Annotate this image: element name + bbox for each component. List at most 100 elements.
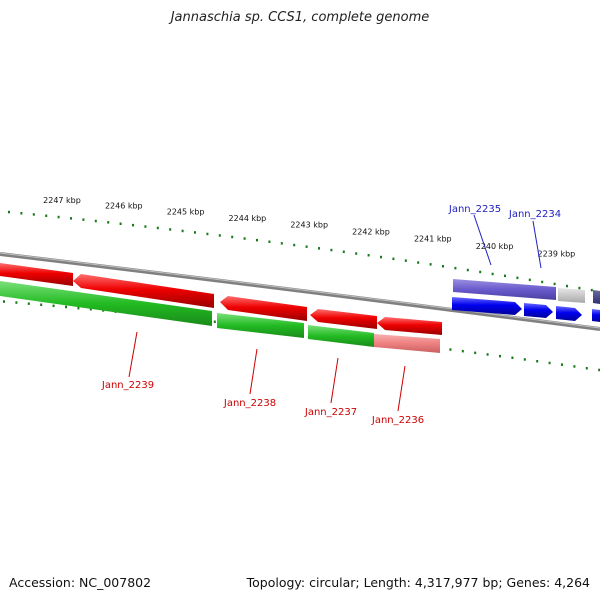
minor-tick — [380, 255, 382, 259]
minor-tick — [417, 261, 420, 264]
kbp-label: 2240 kbp — [476, 242, 514, 251]
minor-tick — [561, 363, 563, 366]
minor-tick — [330, 248, 333, 252]
cds-track-segment[interactable] — [0, 281, 212, 326]
leader-line — [330, 357, 339, 404]
gene-label[interactable]: Jann_2239 — [101, 380, 154, 391]
cds-track-segment[interactable] — [374, 334, 440, 353]
minor-tick — [590, 288, 593, 292]
minor-tick — [8, 210, 10, 214]
minor-tick — [89, 308, 92, 311]
minor-tick — [231, 235, 234, 239]
minor-tick — [82, 218, 85, 221]
minor-tick — [40, 303, 43, 306]
cds-track-segment[interactable] — [308, 325, 374, 347]
minor-tick — [442, 265, 444, 268]
minor-tick — [32, 213, 35, 216]
kbp-label: 2245 kbp — [167, 208, 205, 217]
leader-line — [128, 331, 138, 378]
minor-tick — [479, 270, 482, 274]
minor-tick — [293, 243, 296, 247]
minor-tick — [132, 223, 134, 227]
minor-tick — [429, 263, 432, 266]
minor-tick — [548, 361, 551, 365]
minor-tick — [536, 360, 539, 363]
genome-backbone — [0, 252, 600, 331]
minor-tick — [528, 278, 531, 282]
minor-tick — [94, 219, 97, 223]
gene-arrow-reverse[interactable] — [377, 317, 442, 335]
gene-label[interactable]: Jann_2237 — [304, 407, 357, 418]
minor-tick — [566, 284, 568, 288]
minor-tick — [392, 257, 395, 261]
minor-tick — [585, 367, 588, 370]
minor-tick — [206, 232, 209, 236]
minor-tick — [57, 215, 60, 219]
minor-tick — [511, 356, 514, 359]
minor-tick — [45, 214, 48, 217]
minor-tick — [280, 242, 283, 245]
minor-tick — [218, 234, 221, 237]
outer-tick-track — [8, 210, 593, 292]
kbp-label: 2242 kbp — [352, 227, 390, 236]
kbp-label: 2244 kbp — [229, 214, 267, 223]
minor-tick — [305, 245, 308, 248]
minor-tick — [213, 320, 216, 323]
gene-arrow-reverse[interactable] — [310, 309, 377, 329]
minor-tick — [256, 238, 258, 242]
gene-block-forward[interactable] — [593, 290, 600, 304]
minor-tick — [156, 226, 159, 230]
gene-block-forward[interactable] — [453, 279, 556, 300]
minor-tick — [449, 348, 452, 351]
minor-tick — [20, 212, 23, 215]
minor-tick — [461, 349, 464, 353]
minor-tick — [3, 300, 5, 303]
gene-arrow-forward[interactable] — [592, 309, 600, 322]
accession-text: Accession: NC_007802 — [9, 575, 152, 590]
minor-tick — [181, 229, 184, 233]
minor-tick — [466, 268, 469, 272]
kbp-label: 2243 kbp — [290, 220, 328, 229]
minor-tick — [499, 354, 501, 358]
kbp-label: 2246 kbp — [105, 202, 143, 211]
minor-tick — [243, 237, 246, 240]
gene-arrow-forward[interactable] — [556, 306, 582, 321]
minor-tick — [474, 351, 477, 355]
minor-tick — [169, 228, 172, 231]
minor-tick — [516, 276, 519, 280]
gene-block-neutral[interactable] — [558, 288, 585, 303]
gene-arrow-reverse[interactable] — [220, 296, 307, 321]
gene-arrow-forward[interactable] — [452, 297, 522, 315]
minor-tick — [70, 217, 72, 220]
minor-tick — [367, 254, 370, 257]
minor-tick — [355, 252, 358, 255]
minor-tick — [65, 305, 67, 309]
minor-tick — [144, 225, 147, 228]
gene-arrow-forward[interactable] — [524, 303, 553, 318]
gene-label[interactable]: Jann_2235 — [448, 204, 501, 215]
gene-label[interactable]: Jann_2236 — [371, 415, 424, 426]
minor-tick — [404, 259, 407, 262]
minor-tick — [342, 250, 345, 253]
gene-label[interactable]: Jann_2234 — [508, 209, 561, 220]
minor-tick — [486, 353, 489, 356]
minor-tick — [573, 365, 576, 368]
minor-tick — [541, 280, 544, 284]
kbp-scale: 2247 kbp 2246 kbp 2245 kbp 2244 kbp 2243 kbp… — [43, 196, 575, 259]
kbp-label: 2241 kbp — [414, 234, 452, 243]
gene-arrow-reverse[interactable] — [73, 274, 214, 308]
gene-label[interactable]: Jann_2238 — [223, 398, 276, 409]
kbp-label: 2239 kbp — [538, 250, 576, 259]
map-title: Jannaschia sp. CCS1, complete genome — [170, 10, 430, 25]
minor-tick — [15, 301, 18, 304]
leader-line — [532, 220, 542, 269]
cds-track-segment[interactable] — [217, 313, 304, 338]
genome-backbone-highlight — [0, 252, 600, 329]
minor-tick — [578, 286, 581, 290]
kbp-label: 2247 kbp — [43, 196, 81, 205]
minor-tick — [194, 231, 196, 234]
gene-arrow-reverse[interactable] — [0, 263, 73, 286]
minor-tick — [318, 247, 320, 250]
minor-tick — [504, 274, 506, 278]
